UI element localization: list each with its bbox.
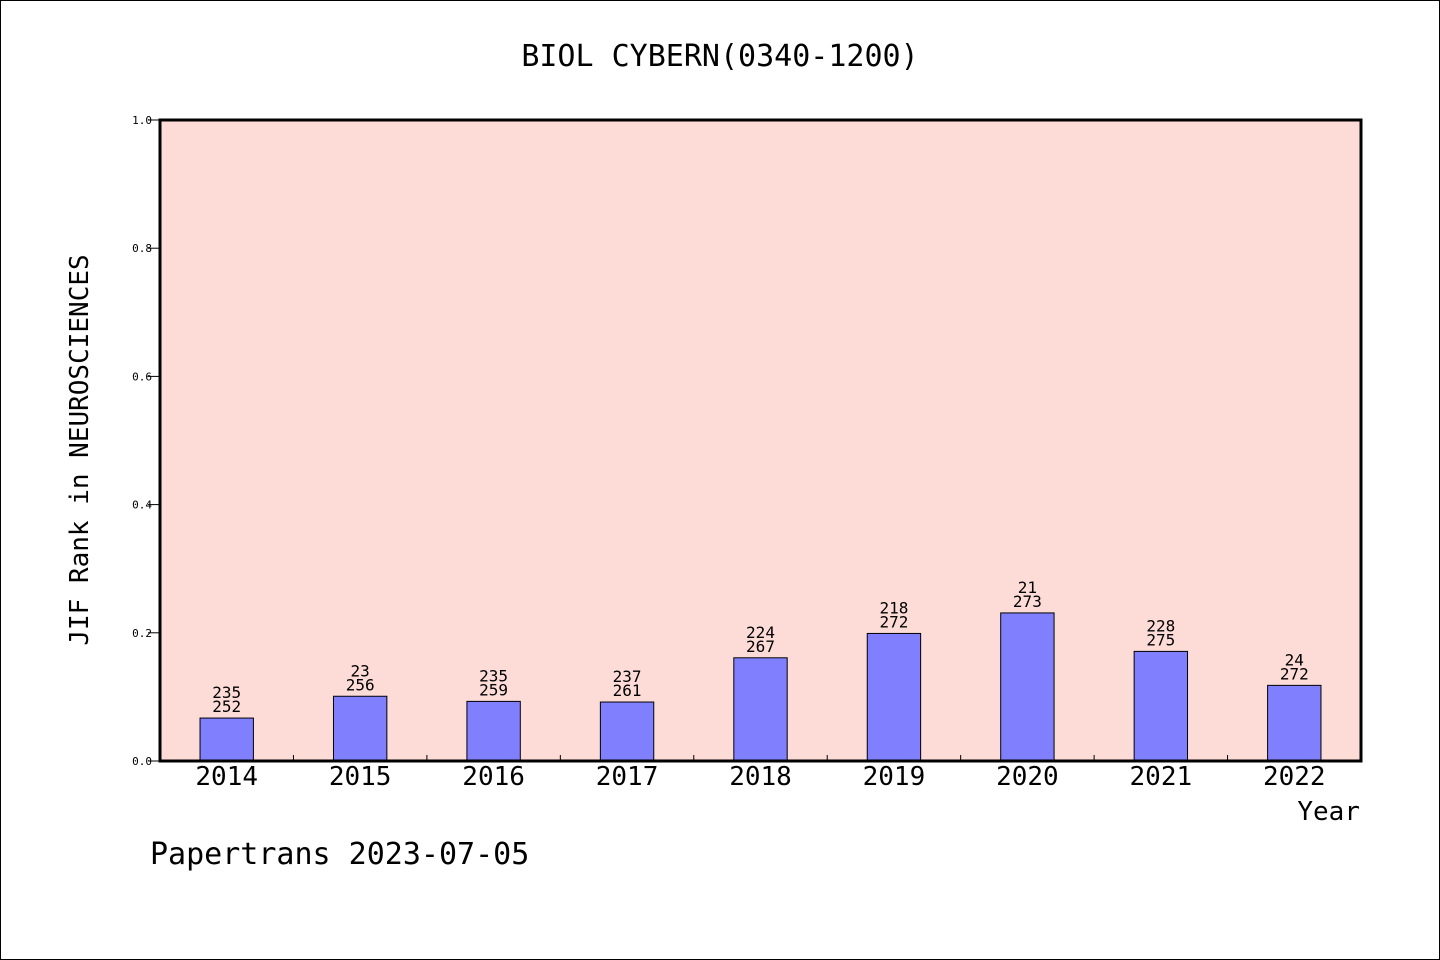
- bar-2021: [1133, 650, 1189, 762]
- y-tick-label: 0.0: [132, 755, 152, 768]
- bar-total-label: 272: [1280, 664, 1309, 683]
- y-ticks: 0.0 0.2 0.4 0.6 0.8 1.0: [132, 114, 160, 768]
- bar-rank-label: 218: [879, 598, 908, 617]
- x-tick-label: 2017: [596, 762, 659, 792]
- bar-total-label: 273: [1013, 592, 1042, 611]
- bar-total-label: 261: [613, 681, 642, 700]
- bar-rank-label: 237: [613, 667, 642, 686]
- bar-total-label: 259: [479, 680, 508, 699]
- bar-2018: [733, 657, 788, 762]
- x-tick-label: 2020: [996, 762, 1059, 792]
- footer-stamp: Papertrans 2023-07-05: [150, 837, 529, 872]
- x-tick-label: 2018: [729, 762, 792, 792]
- bar-2014: [199, 717, 254, 762]
- bar-rank-label: 23: [351, 661, 370, 680]
- bar-2020: [1000, 612, 1055, 762]
- y-tick-label: 0.8: [132, 242, 152, 255]
- x-ticks: 2014 2015 2016 2017 2018 2019 2020 2021 2022: [195, 755, 1326, 792]
- y-tick-label: 0.2: [132, 627, 152, 640]
- bar-2015: [332, 695, 388, 762]
- x-tick-label: 2019: [863, 762, 926, 792]
- bar-total-label: 275: [1146, 630, 1175, 649]
- x-tick-label: 2022: [1263, 762, 1326, 792]
- x-tick-label: 2016: [462, 762, 525, 792]
- chart-title: BIOL CYBERN(0340-1200): [521, 39, 918, 74]
- bar-2017: [599, 701, 655, 762]
- y-tick-label: 0.4: [132, 499, 152, 512]
- bars: [199, 612, 1322, 762]
- bar-total-label: 267: [746, 637, 775, 656]
- x-tick-label: 2021: [1130, 762, 1193, 792]
- bar-total-label: 272: [879, 612, 908, 631]
- bar-rank-label: 21: [1018, 578, 1037, 597]
- bar-rank-label: 235: [212, 683, 241, 702]
- y-axis-label: JIF Rank in NEUROSCIENCES: [65, 254, 95, 645]
- bar-2016: [466, 700, 521, 762]
- y-tick-label: 0.6: [132, 370, 152, 383]
- bar-total-label: 256: [346, 675, 375, 694]
- bar-rank-label: 228: [1146, 616, 1175, 635]
- x-axis-label: Year: [1297, 797, 1360, 827]
- bar-rank-label: 224: [746, 623, 775, 642]
- bar-2019: [866, 632, 922, 762]
- bar-rank-label: 24: [1285, 650, 1304, 669]
- y-tick-label: 1.0: [132, 114, 152, 127]
- bar-total-label: 252: [212, 697, 241, 716]
- plot-frame: [158, 118, 1363, 763]
- x-tick-label: 2015: [329, 762, 392, 792]
- x-tick-label: 2014: [195, 762, 258, 792]
- bar-rank-label: 235: [479, 666, 508, 685]
- bar-2022: [1267, 684, 1322, 762]
